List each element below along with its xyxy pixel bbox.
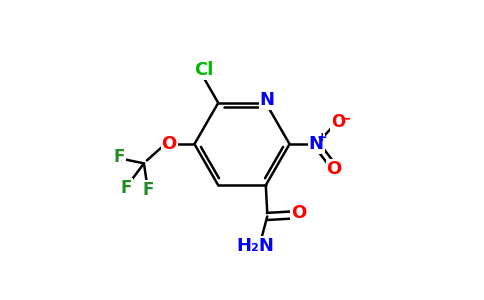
- Text: N: N: [260, 91, 275, 109]
- Text: +: +: [317, 131, 327, 144]
- Text: −: −: [340, 112, 351, 126]
- Text: F: F: [114, 148, 125, 166]
- Text: F: F: [121, 179, 132, 197]
- Text: O: O: [331, 113, 345, 131]
- Text: H₂N: H₂N: [237, 237, 274, 255]
- Text: O: O: [162, 135, 177, 153]
- Text: O: O: [327, 160, 342, 178]
- Text: F: F: [143, 181, 154, 199]
- Text: N: N: [309, 135, 324, 153]
- Text: Cl: Cl: [194, 61, 213, 79]
- Text: O: O: [291, 205, 306, 223]
